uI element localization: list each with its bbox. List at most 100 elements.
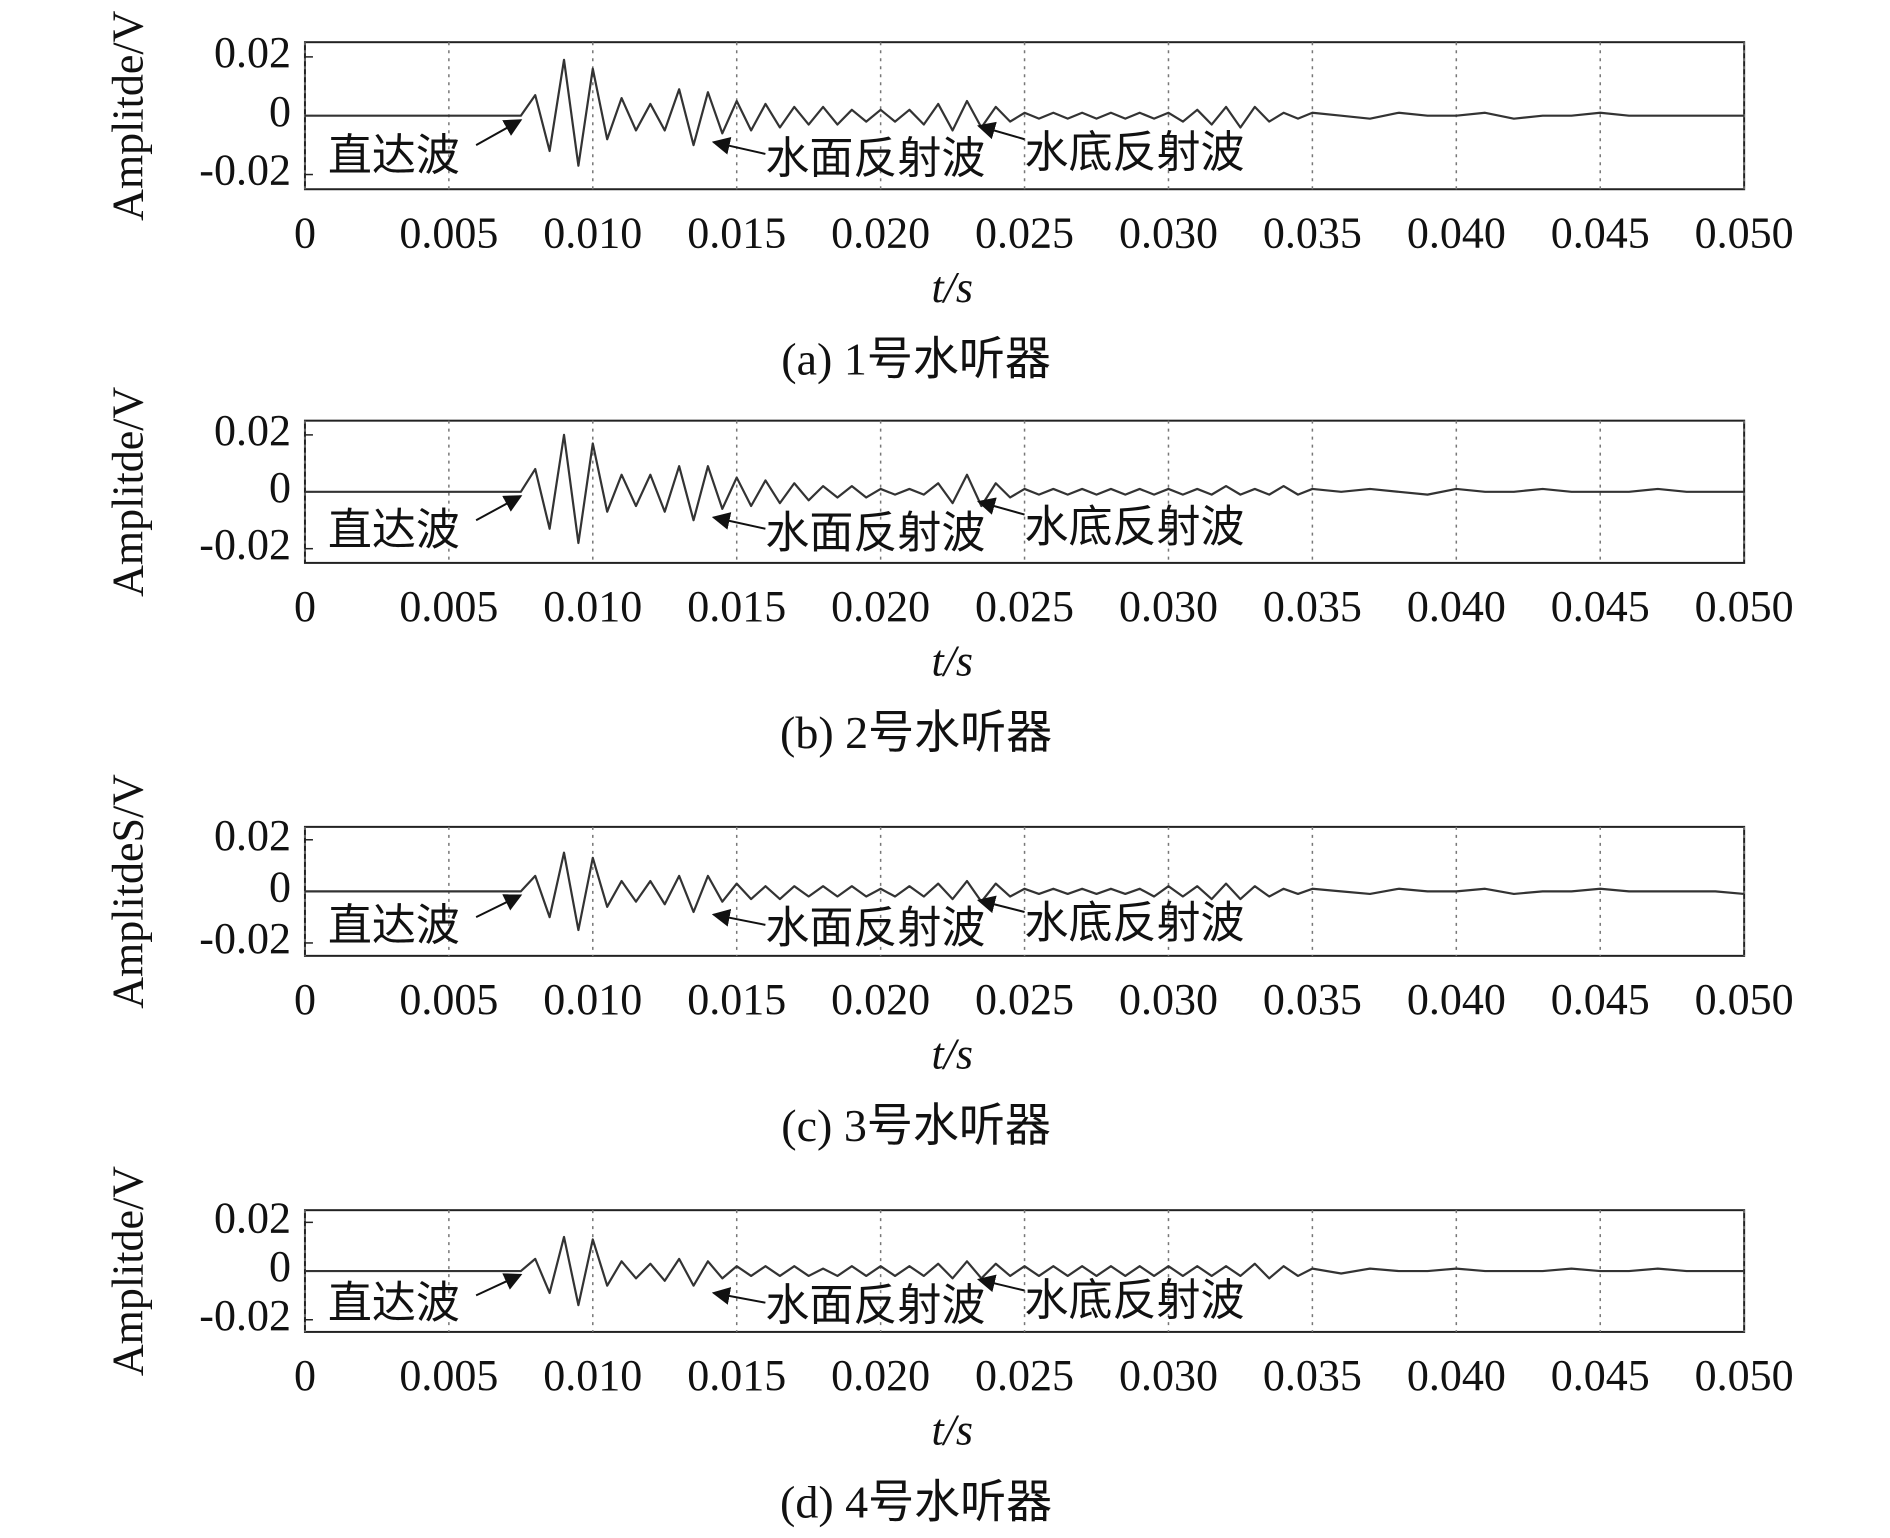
annotation: 直达波 [328, 506, 460, 555]
annotation-arrow [711, 908, 766, 927]
x-tick-label: 0.040 [1407, 975, 1506, 1024]
x-axis-label: t/s [931, 1405, 973, 1454]
y-tick-label: 0.02 [214, 28, 291, 77]
annotation: 水底反射波 [1025, 1276, 1245, 1325]
annotation: 水面反射波 [765, 134, 985, 183]
annotation-arrow [475, 495, 523, 522]
x-tick-label: 0.035 [1263, 582, 1362, 631]
annotation-arrow [711, 512, 766, 530]
annotation: 水底反射波 [1025, 899, 1245, 948]
subplot: 0 0.005 0.010 0.015 0.020 0.025 0.030 0.035 0.04… [104, 1166, 1794, 1528]
x-tick-label: 0.040 [1407, 582, 1506, 631]
annotation-arrow [711, 1287, 766, 1305]
x-tick-label: 0.020 [831, 975, 930, 1024]
waveform [304, 58, 1745, 167]
y-tick-label: 0.02 [214, 811, 291, 860]
x-tick-label: 0.035 [1263, 1351, 1362, 1400]
subplot: 0 0.005 0.010 0.015 0.020 0.025 0.030 0.035 0.04… [104, 386, 1794, 758]
x-tick-label: 0.030 [1119, 209, 1218, 258]
x-tick-label: 0.025 [975, 1351, 1074, 1400]
x-tick-label: 0.030 [1119, 1351, 1218, 1400]
x-tick-label: 0.005 [399, 209, 498, 258]
annotation-arrow [475, 894, 523, 919]
y-axis-label: AmplitdeS/V [104, 774, 153, 1009]
y-tick-label: 0 [269, 1242, 291, 1291]
x-tick-label: 0.050 [1695, 1351, 1794, 1400]
subplot: 0 0.005 0.010 0.015 0.020 0.025 0.030 0.035 0.04… [104, 10, 1794, 384]
waveform [304, 1235, 1745, 1307]
annotation-arrow [976, 1274, 1025, 1293]
x-axis-label: t/s [931, 636, 973, 685]
annotation-arrow [977, 895, 1025, 914]
caption: (a) 1号水听器 [781, 334, 1051, 385]
x-tick-label: 0.010 [543, 209, 642, 258]
y-axis-label: Amplitde/V [104, 10, 153, 220]
annotation: 水底反射波 [1025, 503, 1245, 552]
x-tick-label: 0.050 [1695, 975, 1794, 1024]
y-tick-label: -0.02 [199, 520, 291, 569]
x-tick-label: 0 [294, 975, 316, 1024]
x-tick-label: 0 [294, 1351, 316, 1400]
x-tick-label: 0.045 [1551, 209, 1650, 258]
caption: (d) 4号水听器 [780, 1476, 1052, 1527]
y-tick-label: -0.02 [199, 914, 291, 963]
annotation: 水面反射波 [765, 904, 985, 953]
x-tick-label: 0.030 [1119, 975, 1218, 1024]
x-tick-label: 0.035 [1263, 209, 1362, 258]
annotation: 直达波 [328, 1279, 460, 1328]
x-tick-label: 0.010 [543, 975, 642, 1024]
x-tick-label: 0.030 [1119, 582, 1218, 631]
caption: (c) 3号水听器 [781, 1100, 1051, 1151]
annotation-arrow [977, 497, 1025, 516]
x-tick-label: 0.035 [1263, 975, 1362, 1024]
x-tick-label: 0.045 [1551, 1351, 1650, 1400]
x-tick-label: 0.005 [399, 1351, 498, 1400]
annotation-arrow [977, 121, 1025, 141]
annotation-arrow [711, 136, 766, 155]
x-tick-label: 0.050 [1695, 209, 1794, 258]
y-axis-label: Amplitde/V [104, 1166, 153, 1376]
annotation: 水面反射波 [765, 1281, 985, 1330]
y-tick-label: -0.02 [199, 1291, 291, 1340]
y-tick-label: 0 [269, 463, 291, 512]
x-tick-label: 0.020 [831, 209, 930, 258]
x-tick-label: 0 [294, 209, 316, 258]
annotation: 水底反射波 [1025, 128, 1245, 177]
x-tick-label: 0.010 [543, 582, 642, 631]
y-tick-label: 0 [269, 87, 291, 136]
x-tick-label: 0.025 [975, 209, 1074, 258]
x-tick-label: 0.015 [687, 209, 786, 258]
waveform [304, 433, 1745, 545]
x-tick-label: 0.045 [1551, 582, 1650, 631]
x-tick-label: 0.025 [975, 582, 1074, 631]
waveform [304, 851, 1745, 932]
x-tick-label: 0.020 [831, 582, 930, 631]
x-tick-label: 0 [294, 582, 316, 631]
x-tick-label: 0.010 [543, 1351, 642, 1400]
annotation-arrow [475, 1273, 523, 1297]
x-axis-label: t/s [931, 263, 973, 312]
x-tick-label: 0.045 [1551, 975, 1650, 1024]
y-axis-label: Amplitde/V [104, 386, 153, 596]
x-axis-label: t/s [931, 1029, 973, 1078]
x-tick-label: 0.025 [975, 975, 1074, 1024]
annotation-arrow [475, 119, 523, 146]
y-tick-label: 0 [269, 862, 291, 911]
caption: (b) 2号水听器 [780, 707, 1052, 758]
x-tick-label: 0.040 [1407, 209, 1506, 258]
x-tick-label: 0.015 [687, 582, 786, 631]
x-tick-label: 0.040 [1407, 1351, 1506, 1400]
y-tick-label: 0.02 [214, 406, 291, 455]
x-tick-label: 0.005 [399, 975, 498, 1024]
subplot: 0 0.005 0.010 0.015 0.020 0.025 0.030 0.035 0.04… [104, 774, 1794, 1151]
x-tick-label: 0.015 [687, 975, 786, 1024]
x-tick-label: 0.015 [687, 1351, 786, 1400]
y-tick-label: 0.02 [214, 1193, 291, 1242]
x-tick-label: 0.020 [831, 1351, 930, 1400]
x-tick-label: 0.005 [399, 582, 498, 631]
x-tick-label: 0.050 [1695, 582, 1794, 631]
annotation: 直达波 [328, 131, 460, 180]
annotation: 直达波 [328, 901, 460, 950]
